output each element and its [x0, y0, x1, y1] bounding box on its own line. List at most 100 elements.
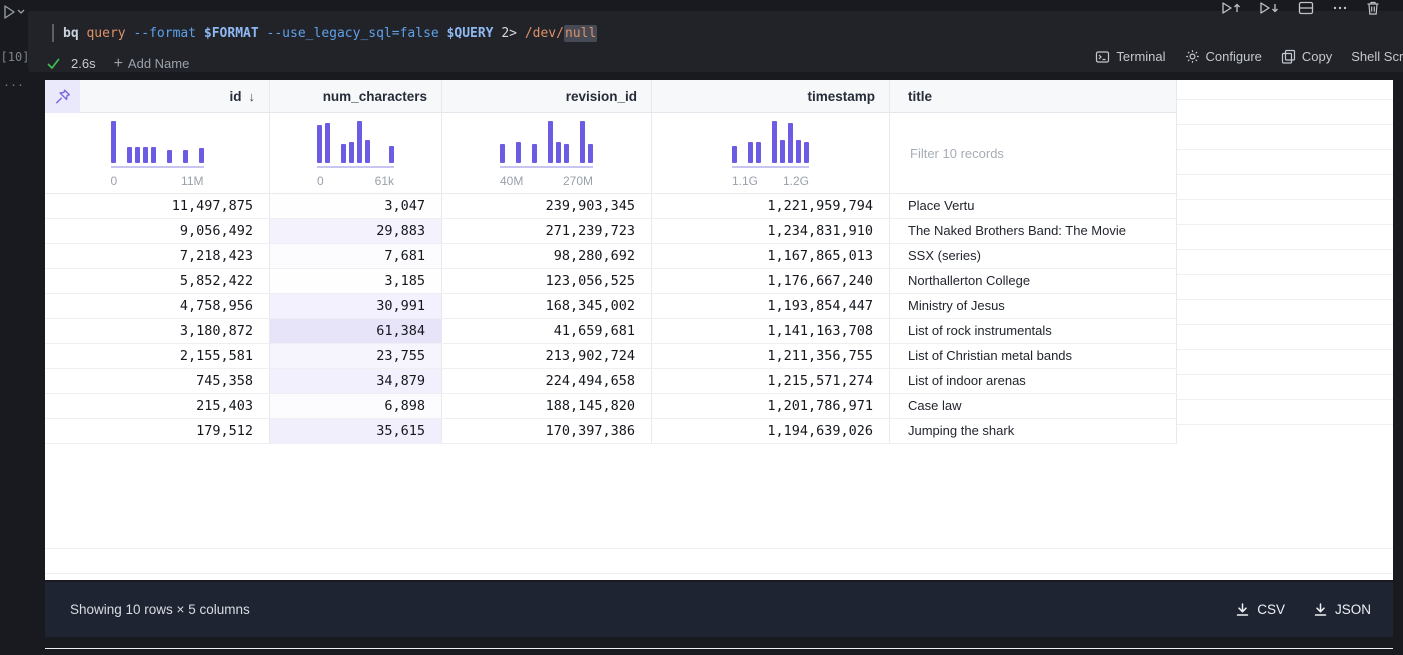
cell-revision-id[interactable]: 271,239,723	[442, 219, 652, 243]
cell-title[interactable]: The Naked Brothers Band: The Movie	[890, 219, 1177, 243]
cell-num-characters[interactable]: 30,991	[270, 294, 442, 318]
cell-timestamp[interactable]: 1,211,356,755	[652, 344, 890, 368]
download-csv-button[interactable]: CSV	[1235, 602, 1285, 617]
cell-num-characters[interactable]: 29,883	[270, 219, 442, 243]
cell-id[interactable]: 745,358	[45, 369, 270, 393]
cell-id[interactable]: 7,218,423	[45, 244, 270, 268]
table-row[interactable]: 4,758,956 30,991 168,345,002 1,193,854,4…	[45, 294, 1393, 319]
table-row[interactable]: 9,056,492 29,883 271,239,723 1,234,831,9…	[45, 219, 1393, 244]
table-row[interactable]: 5,852,422 3,185 123,056,525 1,176,667,24…	[45, 269, 1393, 294]
filter-input[interactable]	[908, 144, 1142, 162]
cell-id[interactable]: 2,155,581	[45, 344, 270, 368]
cell-revision-id[interactable]: 188,145,820	[442, 394, 652, 418]
run-above-icon[interactable]	[1221, 0, 1242, 16]
pin-column-button[interactable]	[45, 80, 80, 113]
gutter-more-icon[interactable]: ···	[4, 76, 25, 93]
cell-title[interactable]: Place Vertu	[890, 194, 1177, 218]
table-row[interactable]: 11,497,875 3,047 239,903,345 1,221,959,7…	[45, 194, 1393, 219]
chevron-down-icon	[17, 9, 25, 14]
cell-id[interactable]: 215,403	[45, 394, 270, 418]
results-footer: Showing 10 rows × 5 columns CSV JSON	[45, 582, 1393, 637]
cell-num-characters[interactable]: 6,898	[270, 394, 442, 418]
histogram-range-labels: 0 11M	[110, 173, 204, 188]
cell-id[interactable]: 5,852,422	[45, 269, 270, 293]
cell-revision-id[interactable]: 41,659,681	[442, 319, 652, 343]
cell-id[interactable]: 11,497,875	[45, 194, 270, 218]
terminal-icon	[1096, 50, 1110, 63]
copy-button[interactable]: Copy	[1281, 49, 1332, 64]
histogram-bars	[500, 119, 593, 163]
cell-num-characters[interactable]: 7,681	[270, 244, 442, 268]
histogram-revision-id[interactable]: 40M 270M	[442, 113, 652, 194]
cell-id[interactable]: 179,512	[45, 419, 270, 443]
histogram-timestamp[interactable]: 1.1G 1.2G	[652, 113, 890, 194]
cell-timestamp[interactable]: 1,221,959,794	[652, 194, 890, 218]
command-code[interactable]: bq query --format $FORMAT --use_legacy_s…	[63, 24, 598, 42]
cell-timestamp[interactable]: 1,215,571,274	[652, 369, 890, 393]
cell-num-characters[interactable]: 3,047	[270, 194, 442, 218]
execution-count: [10]	[0, 50, 30, 64]
cell-timestamp[interactable]: 1,234,831,910	[652, 219, 890, 243]
check-icon	[47, 58, 60, 69]
cell-title[interactable]: List of rock instrumentals	[890, 319, 1177, 343]
cell-num-characters[interactable]: 35,615	[270, 419, 442, 443]
cell-title[interactable]: SSX (series)	[890, 244, 1177, 268]
column-header-timestamp[interactable]: timestamp	[652, 80, 890, 113]
table-row[interactable]: 2,155,581 23,755 213,902,724 1,211,356,7…	[45, 344, 1393, 369]
cell-timestamp[interactable]: 1,201,786,971	[652, 394, 890, 418]
cell-title[interactable]: Case law	[890, 394, 1177, 418]
export-actions: CSV JSON	[1235, 602, 1371, 617]
cell-num-characters[interactable]: 61,384	[270, 319, 442, 343]
cell-revision-id[interactable]: 168,345,002	[442, 294, 652, 318]
run-below-icon[interactable]	[1259, 0, 1280, 16]
cell-timestamp[interactable]: 1,167,865,013	[652, 244, 890, 268]
column-header-num-characters[interactable]: num_characters	[270, 80, 442, 113]
cell-num-characters[interactable]: 3,185	[270, 269, 442, 293]
cell-title[interactable]: List of indoor arenas	[890, 369, 1177, 393]
cell-title[interactable]: Ministry of Jesus	[890, 294, 1177, 318]
configure-button[interactable]: Configure	[1185, 49, 1262, 64]
split-cell-icon[interactable]	[1297, 0, 1315, 16]
cell-title[interactable]: Jumping the shark	[890, 419, 1177, 443]
table-row[interactable]: 745,358 34,879 224,494,658 1,215,571,274…	[45, 369, 1393, 394]
more-actions-icon[interactable]	[1332, 0, 1348, 16]
column-header-id[interactable]: id ↓	[80, 80, 270, 113]
command-row: bq query --format $FORMAT --use_legacy_s…	[52, 22, 598, 44]
column-header-title[interactable]: title	[890, 80, 1177, 113]
sort-desc-icon: ↓	[248, 88, 256, 104]
cell-revision-id[interactable]: 224,494,658	[442, 369, 652, 393]
cell-revision-id[interactable]: 170,397,386	[442, 419, 652, 443]
table-row[interactable]: 7,218,423 7,681 98,280,692 1,167,865,013…	[45, 244, 1393, 269]
table-row[interactable]: 215,403 6,898 188,145,820 1,201,786,971 …	[45, 394, 1393, 419]
cell-revision-id[interactable]: 123,056,525	[442, 269, 652, 293]
cell-timestamp[interactable]: 1,176,667,240	[652, 269, 890, 293]
trash-icon[interactable]	[1365, 0, 1381, 16]
table-row[interactable]: 179,512 35,615 170,397,386 1,194,639,026…	[45, 419, 1393, 444]
run-cell-button[interactable]	[2, 4, 28, 25]
download-json-button[interactable]: JSON	[1313, 602, 1371, 617]
cell-title[interactable]: List of Christian metal bands	[890, 344, 1177, 368]
download-icon	[1314, 603, 1327, 616]
copy-icon	[1281, 49, 1295, 64]
cell-revision-id[interactable]: 98,280,692	[442, 244, 652, 268]
cell-id[interactable]: 4,758,956	[45, 294, 270, 318]
cell-timestamp[interactable]: 1,141,163,708	[652, 319, 890, 343]
histogram-num-characters[interactable]: 0 61k	[270, 113, 442, 194]
cell-revision-id[interactable]: 239,903,345	[442, 194, 652, 218]
histogram-id[interactable]: 0 11M	[45, 113, 270, 194]
cell-title[interactable]: Northallerton College	[890, 269, 1177, 293]
shell-script-button[interactable]: Shell Script	[1351, 49, 1403, 64]
table-row[interactable]: 3,180,872 61,384 41,659,681 1,141,163,70…	[45, 319, 1393, 344]
cell-id[interactable]: 3,180,872	[45, 319, 270, 343]
add-name-button[interactable]: + Add Name	[113, 54, 190, 72]
cell-id[interactable]: 9,056,492	[45, 219, 270, 243]
column-header-revision-id[interactable]: revision_id	[442, 80, 652, 113]
command-cell: bq query --format $FORMAT --use_legacy_s…	[28, 11, 1403, 72]
terminal-button[interactable]: Terminal	[1095, 49, 1166, 64]
cell-num-characters[interactable]: 23,755	[270, 344, 442, 368]
empty-right-area	[1177, 80, 1393, 444]
cell-timestamp[interactable]: 1,193,854,447	[652, 294, 890, 318]
cell-num-characters[interactable]: 34,879	[270, 369, 442, 393]
cell-timestamp[interactable]: 1,194,639,026	[652, 419, 890, 443]
cell-revision-id[interactable]: 213,902,724	[442, 344, 652, 368]
